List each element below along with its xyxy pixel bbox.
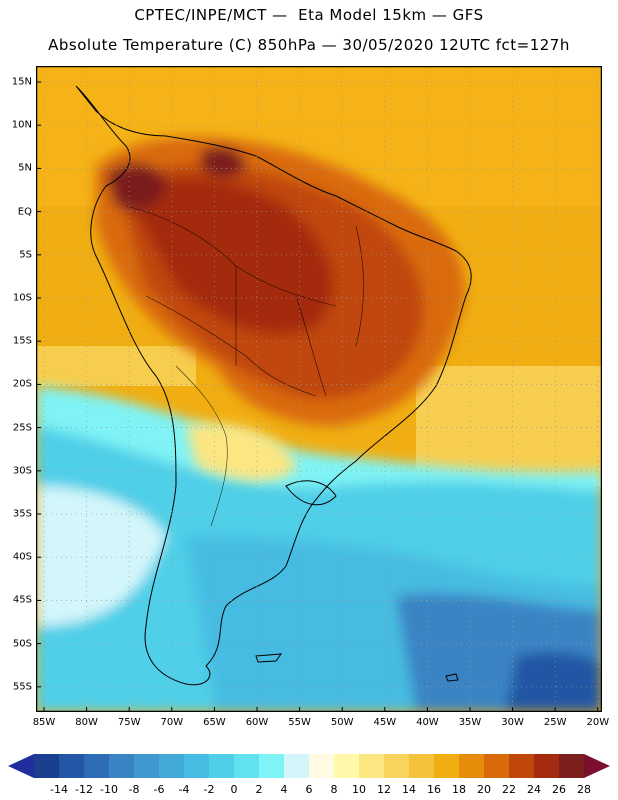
colorbar-cell [334,754,360,778]
colorbar-label: 2 [255,783,263,796]
colorbar-label: -6 [153,783,165,796]
colorbar [8,754,610,778]
colorbar-cell [309,754,335,778]
colorbar-cell [34,754,60,778]
colorbar-cell [109,754,135,778]
lon-label: 50W [330,717,354,728]
lon-label: 55W [288,717,311,728]
lat-label: 35S [12,508,32,520]
subtropical-ocean-field [416,366,602,486]
colorbar-label: -8 [128,783,140,796]
colorbar-label: 20 [477,783,491,796]
lat-label: 30S [12,465,32,477]
lat-label: 25S [12,422,32,434]
colorbar-cell [259,754,285,778]
colorbar-cell [559,754,585,778]
colorbar-cell [434,754,460,778]
lon-label: 70W [160,717,184,728]
colorbar-label: 14 [402,783,416,796]
colorbar-cell [509,754,535,778]
colorbar-high-arrow [584,754,610,778]
lat-label: 45S [12,594,32,606]
lon-label: 65W [203,717,226,728]
coastlines [75,85,472,686]
colorbar-label: 6 [305,783,313,796]
lat-label: 15S [12,335,32,347]
lon-label: 45W [373,717,397,728]
title-line-1: CPTEC/INPE/MCT — Eta Model 15km — GFS [134,6,484,24]
colorbar-label: 28 [577,783,591,796]
map-frame [36,66,602,712]
lat-label: 15N [11,76,32,88]
colorbar-cell [484,754,510,778]
colorbar-label: 22 [502,783,516,796]
lon-label: 35W [458,717,482,728]
colorbar-cell [459,754,485,778]
lat-label: EQ [17,206,32,218]
colorbar-cell [534,754,560,778]
colorbar-cell [284,754,310,778]
pacific-mid-field [36,346,196,386]
colorbar-cell [234,754,260,778]
map-canvas [36,66,602,712]
colorbar-label: 0 [230,783,238,796]
southern-cold-fields [36,386,602,712]
lon-label: 20W [586,717,610,728]
lat-label: 10S [12,292,32,304]
lon-label: 60W [245,717,269,728]
colorbar-cell [159,754,185,778]
lat-label: 50S [12,638,32,650]
colorbar-label: 24 [527,783,541,796]
lat-label: 5S [19,249,32,261]
colorbar-label: 4 [280,783,288,796]
colorbar-label: 26 [552,783,566,796]
lon-label: 75W [117,717,141,728]
lon-label: 80W [75,717,98,728]
colorbar-label: -10 [100,783,118,796]
colorbar-label: 16 [427,783,441,796]
colorbar-cell [184,754,210,778]
colorbar-label: -2 [203,783,215,796]
title-line-2: Absolute Temperature (C) 850hPa — 30/05/… [48,36,570,54]
colorbar-label: 12 [377,783,391,796]
colorbar-cell [359,754,385,778]
axis-ticks [36,81,599,712]
colorbar-label: -12 [75,783,93,796]
lat-label: 20S [12,378,32,390]
colorbar-cell [84,754,110,778]
lon-label: 40W [416,717,439,728]
colorbar-low-arrow [8,754,34,778]
lat-label: 55S [12,681,32,693]
continental-warm-fields [96,137,465,481]
colorbar-label: -4 [178,783,190,796]
lat-label: 10N [11,119,32,131]
country-borders [125,205,364,527]
colorbar-label: 18 [452,783,466,796]
lon-label: 85W [32,717,56,728]
temperature-map [36,66,602,712]
colorbar-cell [134,754,160,778]
colorbar-cell [209,754,235,778]
colorbar-cell [409,754,435,778]
lat-label: 5N [18,162,32,174]
colorbar-cell [384,754,410,778]
lat-label: 40S [12,551,32,563]
colorbar-cell [59,754,85,778]
lon-label: 30W [501,717,524,728]
colorbar-label: 8 [330,783,338,796]
lon-label: 25W [543,717,567,728]
colorbar-label: -14 [50,783,68,796]
colorbar-label: 10 [352,783,366,796]
